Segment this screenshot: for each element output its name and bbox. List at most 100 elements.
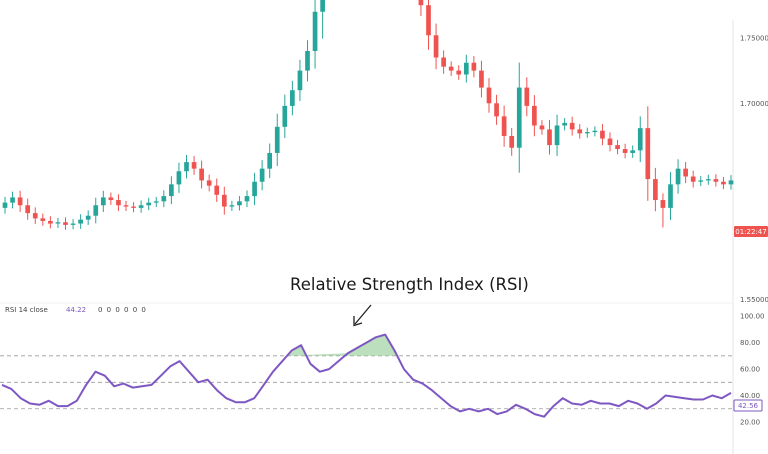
candle-body (479, 70, 484, 88)
candle (282, 94, 288, 139)
rsi-tick-label: 40.00 (740, 392, 760, 400)
candle (274, 113, 280, 167)
candle (221, 186, 227, 215)
candle (547, 120, 552, 155)
candle-body (229, 205, 235, 207)
candle-body (274, 126, 280, 153)
candle-body (206, 180, 212, 186)
candle (153, 196, 159, 208)
candle-body (539, 125, 545, 130)
candle (93, 197, 99, 224)
candle-body (501, 116, 507, 136)
candle (40, 213, 46, 226)
candle-body (290, 90, 295, 106)
candle-body (690, 176, 696, 182)
candle (290, 80, 295, 116)
candle (48, 216, 53, 229)
candle (169, 176, 174, 205)
candle-body (116, 200, 121, 206)
candle (32, 207, 38, 225)
candle-body (93, 205, 99, 216)
candlestick-series (2, 0, 734, 230)
candle (539, 120, 545, 135)
candle-body (131, 206, 136, 208)
candle (501, 105, 507, 147)
price-tick-label: 1.55000 (740, 296, 768, 304)
candle-body (282, 105, 288, 127)
candle (592, 126, 598, 137)
candle (267, 143, 273, 179)
candle-body (312, 11, 318, 51)
candle-body (123, 205, 129, 207)
candle (622, 143, 628, 159)
rsi-tick-label: 100.00 (740, 313, 765, 321)
candle-body (569, 122, 575, 130)
candle (675, 159, 681, 194)
candle (312, 0, 318, 69)
candle (17, 190, 23, 212)
rsi-legend-label[interactable]: RSI 14 close (5, 306, 48, 314)
candle (615, 139, 620, 155)
candle (509, 127, 515, 156)
candle-body (40, 218, 46, 221)
candle-body (320, 0, 325, 12)
rsi-reference-lines (0, 355, 733, 410)
candle (668, 172, 673, 221)
candle-body (728, 180, 734, 185)
candle-body (698, 180, 704, 182)
candle-body (418, 0, 424, 6)
candle (191, 155, 197, 175)
candle-body (705, 179, 711, 181)
current-price-tag-bg (734, 226, 768, 237)
candle (471, 56, 477, 78)
candle-body (244, 196, 250, 202)
candle (85, 210, 91, 225)
rsi-current-tag: 42.56 (733, 399, 763, 412)
candle-body (305, 50, 310, 71)
candle (244, 190, 250, 208)
candle-body (199, 168, 204, 181)
candle (463, 54, 469, 83)
candle (161, 190, 167, 208)
candle-body (138, 205, 144, 208)
candle-body (259, 168, 265, 182)
candle (532, 95, 537, 137)
candle (448, 61, 454, 76)
candle-body (509, 135, 515, 148)
rsi-line (1, 333, 732, 418)
current-price-label: 01:22:47 (735, 228, 766, 236)
candle-body (637, 128, 643, 151)
rsi-tick-label: 20.00 (740, 419, 760, 427)
candle (494, 94, 499, 125)
candle (683, 161, 688, 184)
candle (25, 198, 31, 220)
candle (305, 40, 310, 82)
candle-body (221, 194, 227, 207)
candle (486, 78, 492, 113)
candle (698, 176, 704, 187)
annotation-text: Relative Strength Index (RSI) (290, 275, 529, 294)
candle-body (532, 105, 537, 126)
candle (721, 176, 726, 190)
candle-body (516, 87, 522, 148)
candle-body (645, 128, 651, 180)
candle (252, 172, 257, 206)
candle (100, 190, 106, 212)
candle (229, 200, 235, 211)
candle (653, 167, 658, 212)
candle (63, 217, 68, 230)
candle-body (554, 125, 560, 146)
candle (600, 124, 605, 146)
candle (562, 118, 567, 131)
candle-body (161, 196, 167, 202)
candle-body (630, 150, 636, 153)
candle (297, 59, 303, 101)
candle-body (191, 162, 197, 169)
rsi-axis: 100.00 80.00 60.00 40.00 20.00 (740, 313, 765, 427)
candle-body (85, 215, 91, 220)
candle (645, 106, 651, 201)
candle-body (153, 201, 159, 203)
candle-body (441, 57, 446, 67)
